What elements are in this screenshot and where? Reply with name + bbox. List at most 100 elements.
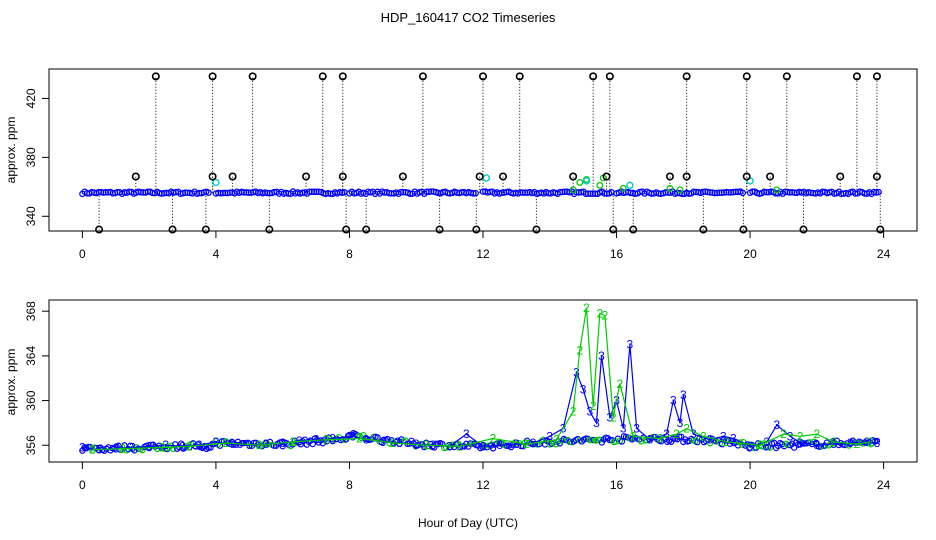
top-cyan-point [582,177,591,185]
top-baseline-point [739,189,746,197]
series-3-marker: 3 [329,432,336,446]
outlier-point [472,225,481,234]
series-2-marker: 2 [830,435,837,449]
bottom-x-axis: 0 4 8 12 16 20 24 [79,462,891,492]
series-2-marker: 2 [490,432,497,446]
bottom-baseline-point [618,438,626,445]
outlier-point [475,172,484,181]
outlier-point [682,172,691,181]
top-cyan-point [626,181,634,190]
top-bump-point [676,186,684,194]
top-baseline-point [472,189,479,197]
top-x-tick-label: 4 [213,247,220,261]
bottom-x-tick-label: 16 [610,478,624,492]
top-baseline-point [470,190,477,197]
top-y-tick-label: 380 [24,147,38,167]
outlier-point [302,172,311,181]
top-y-axis: 340 380 420 [24,88,49,226]
outlier-point [602,172,611,181]
outlier-point [338,72,347,81]
series-3-line [82,344,877,451]
series-2-marker: 2 [186,439,193,453]
top-y-tick-label: 420 [24,88,38,108]
series-3-marker: 3 [730,432,737,446]
outlier-point [168,225,177,234]
outlier-point [852,72,861,81]
series-3-marker: 3 [670,394,677,408]
series-3-marker: 3 [463,427,470,441]
bottom-data-marks: 3 3 3 3 3 3 3 3 3 3 3 3 3 3 3 3 3 3 3 3 3 3 333 3 3 3 333333333333… [79,301,881,457]
series-3-marker: 3 [586,405,593,419]
series-3-marker: 3 [296,434,303,448]
series-3-marker: 3 [213,435,220,449]
bottom-y-tick-label: 356 [24,435,38,455]
series-3-marker: 3 [690,427,697,441]
outlier-point [499,172,508,181]
series-3-marker: 3 [496,438,503,452]
top-x-tick-label: 12 [476,247,490,261]
outlier-point [435,225,444,234]
series-3-marker: 3 [163,438,170,452]
series-3-marker: 3 [747,439,754,453]
x-axis-label: Hour of Day (UTC) [418,516,518,530]
outlier-point [782,72,791,81]
bottom-y-tick-label: 360 [24,390,38,410]
bottom-y-axis-label: approx. ppm [4,349,18,416]
series-3-marker: 3 [79,440,86,454]
outlier-point [682,72,691,81]
outlier-point [872,172,881,181]
series-2-marker: 2 [256,438,263,452]
outlier-point [876,225,885,234]
series-3-marker: 3 [246,438,253,452]
series-2-marker: 2 [583,301,590,315]
bottom-y-tick-label: 364 [24,346,38,366]
series-3-marker: 3 [647,433,654,447]
outlier-point [629,225,638,234]
series-2-line [92,307,871,451]
series-2-marker: 2 [700,429,707,443]
bottom-baseline-point [309,440,316,448]
series-2-marker: 2 [854,437,861,451]
series-2-marker: 2 [289,435,296,449]
series-2-marker: 2 [723,435,730,449]
series-3-marker: 3 [546,429,553,443]
bottom-x-tick-label: 12 [476,478,490,492]
series-3-marker: 3 [129,440,136,454]
series-3-marker: 3 [313,433,320,447]
outlier-point [766,172,775,181]
outlier-point [151,72,160,81]
series-2-marker: 2 [590,399,597,413]
series-3-marker: 3 [593,416,600,430]
bottom-baseline-point [670,435,677,442]
series-3-marker: 3 [874,436,881,450]
series-2-marker: 2 [323,433,330,447]
outlier-point [398,172,407,181]
series-2-marker: 2 [576,343,583,357]
outlier-point [872,72,881,81]
outlier-point [228,172,237,181]
top-baseline-point [205,189,212,196]
series-2-marker: 2 [456,439,463,453]
top-baseline-point [875,188,882,196]
series-2-marker: 2 [423,438,430,452]
series-2-marker: 2 [797,429,804,443]
series-3-marker: 3 [680,388,687,402]
bottom-baseline-point [676,433,683,440]
series-3-marker: 3 [830,437,837,451]
outlier-point [208,172,217,181]
series-2-marker: 2 [610,410,617,424]
series-2-marker: 2 [867,435,874,449]
top-x-tick-label: 0 [79,247,86,261]
bottom-baseline-point [873,437,881,445]
series-2-marker: 2 [757,438,764,452]
outlier-point [589,72,598,81]
outlier-point [318,72,327,81]
top-bump-point [596,181,604,189]
series-2-marker: 2 [223,436,230,450]
series-3-marker: 3 [633,421,640,435]
top-x-tick-label: 8 [346,247,353,261]
outlier-point [418,72,427,81]
series-3-marker: 3 [787,429,794,443]
series-3-marker: 3 [620,421,627,435]
